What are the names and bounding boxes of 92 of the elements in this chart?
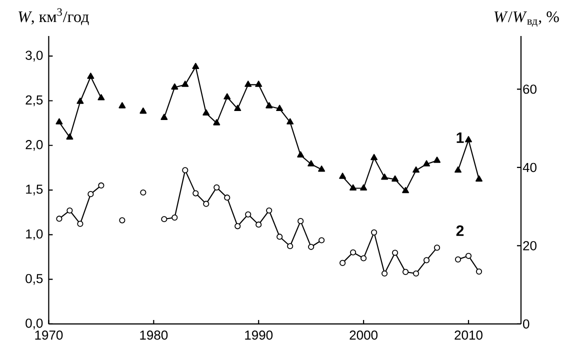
point	[161, 216, 168, 222]
point	[56, 216, 62, 222]
point	[88, 191, 94, 198]
point	[297, 151, 304, 158]
point	[118, 102, 126, 108]
point	[244, 80, 252, 87]
point	[392, 175, 399, 182]
y-tick-label: 2,0	[26, 140, 43, 151]
point	[224, 93, 231, 100]
x-tick-label: 1970	[35, 330, 63, 340]
x-tick-label: 1990	[245, 330, 273, 340]
point	[340, 260, 346, 266]
point	[214, 184, 220, 190]
point	[412, 166, 420, 173]
y2-axis-title: W/W$_{вд}$, %	[494, 11, 559, 27]
point	[119, 217, 126, 224]
y2-tick-label: 0	[523, 319, 530, 329]
point	[224, 194, 230, 201]
point	[66, 207, 73, 214]
point	[213, 119, 220, 126]
series-label: 2	[456, 225, 464, 236]
point	[360, 184, 368, 190]
point	[465, 252, 472, 259]
point	[276, 104, 284, 112]
point	[381, 174, 388, 180]
point	[287, 243, 294, 250]
point	[339, 172, 346, 179]
point	[87, 72, 94, 79]
y-tick-label: 1,0	[26, 229, 43, 240]
point	[318, 237, 325, 244]
point	[276, 234, 283, 240]
y-tick-label: 0,0	[26, 318, 43, 330]
point	[192, 62, 200, 70]
point	[256, 222, 262, 228]
point	[140, 189, 146, 196]
point	[266, 207, 272, 214]
point	[56, 118, 63, 124]
point	[382, 270, 388, 277]
point	[245, 211, 252, 218]
y2-tick-label: 40	[522, 162, 536, 172]
point	[255, 80, 262, 87]
point	[203, 200, 210, 207]
y-axis-title: W, км$^{3}$/год	[18, 8, 89, 26]
point	[171, 83, 178, 90]
point	[77, 220, 84, 227]
point	[192, 190, 199, 196]
point	[202, 109, 210, 116]
point	[423, 160, 430, 166]
point	[423, 257, 430, 264]
point	[318, 166, 326, 172]
point	[266, 102, 273, 108]
y2-tick-label: 20	[523, 241, 536, 250]
point	[465, 136, 472, 142]
point	[308, 244, 314, 250]
point	[476, 175, 482, 182]
point	[182, 167, 188, 174]
point	[454, 256, 462, 262]
y2-tick-label: 60	[523, 84, 536, 94]
point	[182, 80, 189, 87]
point	[412, 270, 420, 277]
point	[434, 244, 440, 251]
point	[350, 184, 357, 190]
point	[402, 268, 409, 275]
point	[370, 154, 378, 160]
point	[298, 218, 304, 224]
point	[476, 268, 482, 275]
point	[98, 94, 105, 100]
x-tick-label: 2000	[350, 330, 378, 340]
point	[371, 229, 378, 236]
y-tick-label: 1,5	[26, 184, 43, 196]
x-tick-label: 2010	[454, 330, 482, 340]
point	[360, 255, 367, 262]
y-tick-label: 2,5	[26, 95, 43, 106]
point	[402, 186, 410, 194]
x-tick-label: 1980	[140, 330, 168, 340]
y-tick-label: 0,5	[26, 274, 43, 285]
point	[308, 160, 315, 166]
point	[76, 98, 84, 104]
point	[172, 214, 178, 221]
series-label: 1	[456, 132, 464, 143]
point	[286, 118, 294, 124]
y-tick-label: 3,0	[26, 50, 43, 62]
point	[434, 156, 441, 163]
point	[140, 108, 147, 114]
point	[392, 250, 398, 256]
point	[234, 223, 241, 230]
point	[160, 114, 168, 120]
point	[66, 133, 74, 140]
point	[234, 104, 242, 112]
point	[350, 249, 356, 256]
point	[98, 182, 104, 189]
point	[454, 166, 462, 173]
